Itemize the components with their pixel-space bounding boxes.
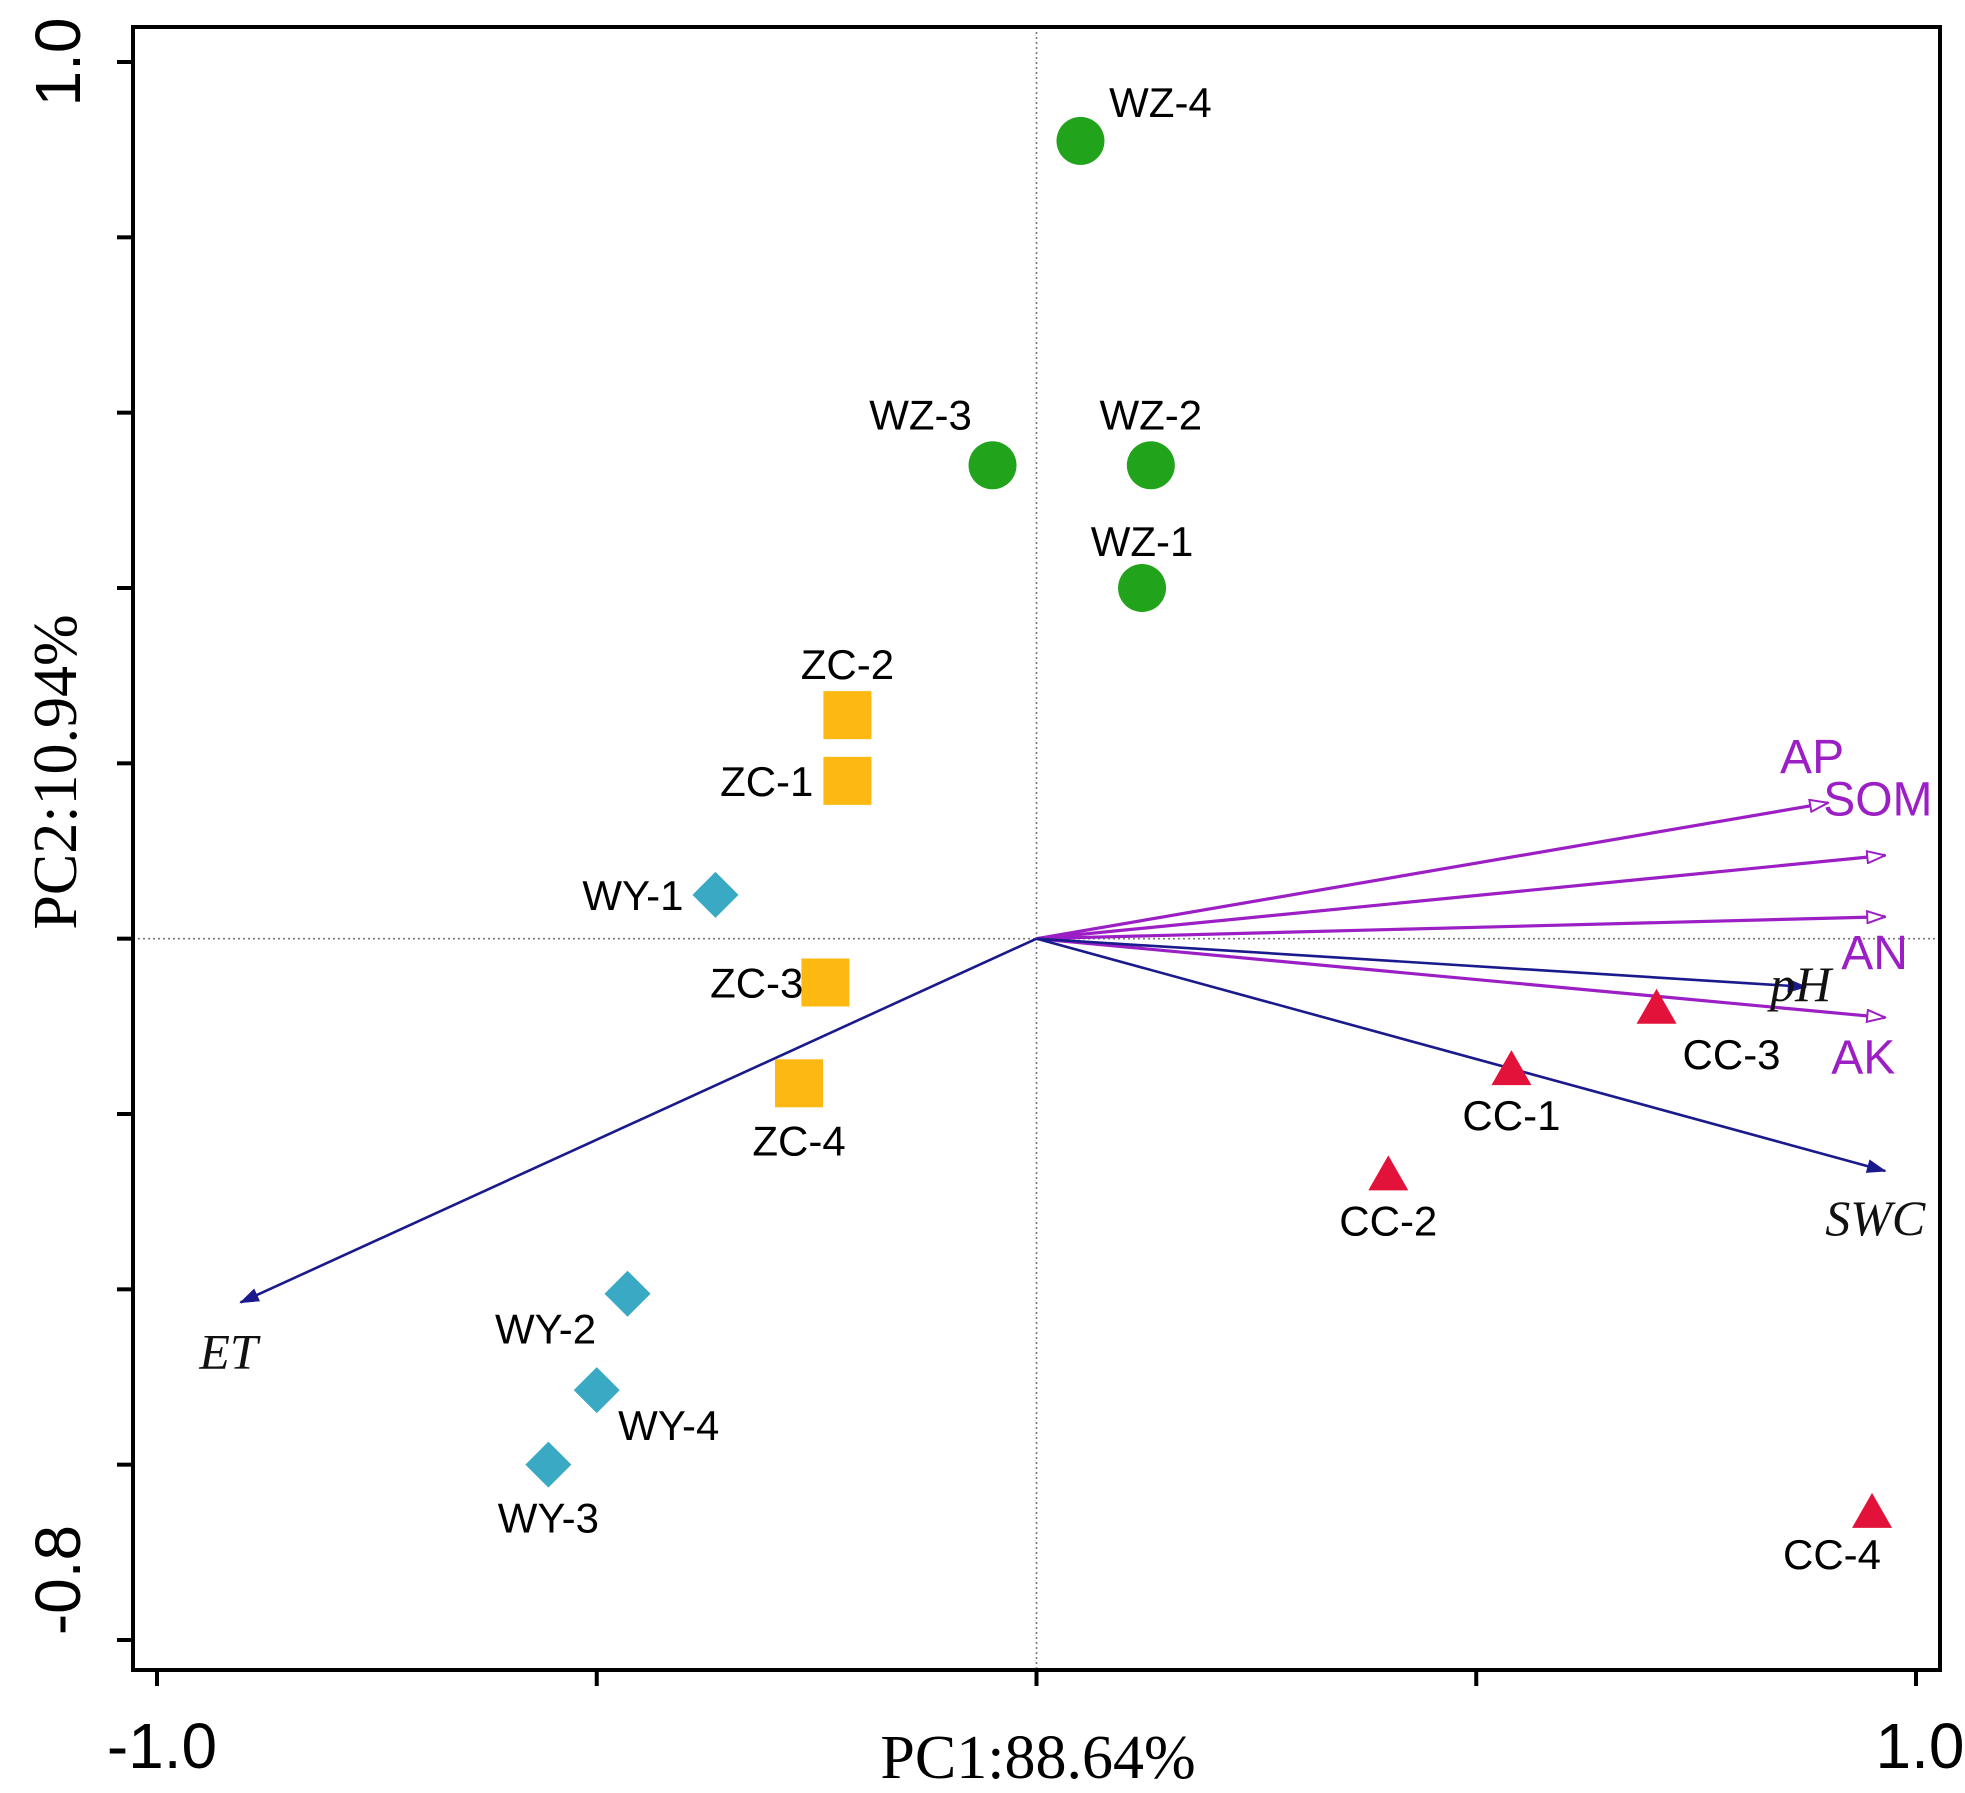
point-label-zc-1: ZC-1 [720,758,813,805]
point-label-wz-3: WZ-3 [869,391,972,438]
vector-label-an: AN [1841,927,1908,980]
point-label-cc-4: CC-4 [1783,1531,1881,1578]
point-label-wy-4: WY-4 [618,1402,719,1449]
vector-arrow-ph [1036,937,1808,993]
point-label-cc-3: CC-3 [1683,1031,1781,1078]
point-zc-1 [823,756,872,805]
point-zc-3 [801,958,850,1007]
vector-arrow-an [1036,917,1886,941]
point-label-cc-2: CC-2 [1339,1197,1437,1244]
vector-arrow-ap [1036,803,1829,941]
point-wz-4 [1056,116,1105,165]
point-label-zc-4: ZC-4 [752,1117,845,1164]
point-cc-1 [1491,1050,1532,1086]
point-wy-3 [525,1441,572,1488]
point-zc-2 [823,691,872,740]
y-axis-title: PC2:10.94% [22,614,90,929]
point-cc-4 [1852,1492,1893,1528]
point-wz-1 [1118,564,1167,612]
vector-label-et: ET [198,1323,261,1379]
point-zc-4 [775,1059,824,1108]
point-wy-2 [604,1270,651,1317]
vector-arrow-ak [1036,937,1886,1018]
point-label-wy-2: WY-2 [495,1306,596,1353]
x-tick-label-max: 1.0 [1876,1710,1965,1782]
point-wy-1 [692,871,739,918]
point-wz-3 [968,441,1017,490]
y-tick-label-max: 1.0 [22,18,94,107]
point-label-zc-3: ZC-3 [710,960,803,1007]
vector-arrow-et [239,937,1038,1304]
point-cc-3 [1636,988,1677,1024]
point-label-wz-2: WZ-2 [1100,391,1203,438]
point-wy-4 [573,1367,620,1414]
point-label-wy-1: WY-1 [582,872,683,919]
point-label-cc-1: CC-1 [1462,1092,1560,1139]
x-axis-title: PC1:88.64% [880,1724,1195,1792]
point-label-wz-4: WZ-4 [1109,79,1212,126]
y-tick-label-min: -0.8 [22,1525,94,1635]
point-wz-2 [1126,441,1175,490]
vector-label-ph: pH [1767,956,1834,1012]
vector-label-ak: AK [1831,1032,1895,1085]
point-label-wy-3: WY-3 [498,1495,599,1542]
vector-arrow-swc [1036,937,1887,1173]
vector-label-ap: AP [1780,731,1844,784]
vector-arrow-som [1036,855,1886,941]
point-cc-2 [1368,1155,1409,1191]
vector-label-swc: SWC [1825,1190,1926,1246]
point-label-zc-2: ZC-2 [801,641,894,688]
point-label-wz-1: WZ-1 [1091,518,1194,565]
vector-label-som: SOM [1823,773,1932,826]
x-tick-label-min: -1.0 [107,1710,217,1782]
